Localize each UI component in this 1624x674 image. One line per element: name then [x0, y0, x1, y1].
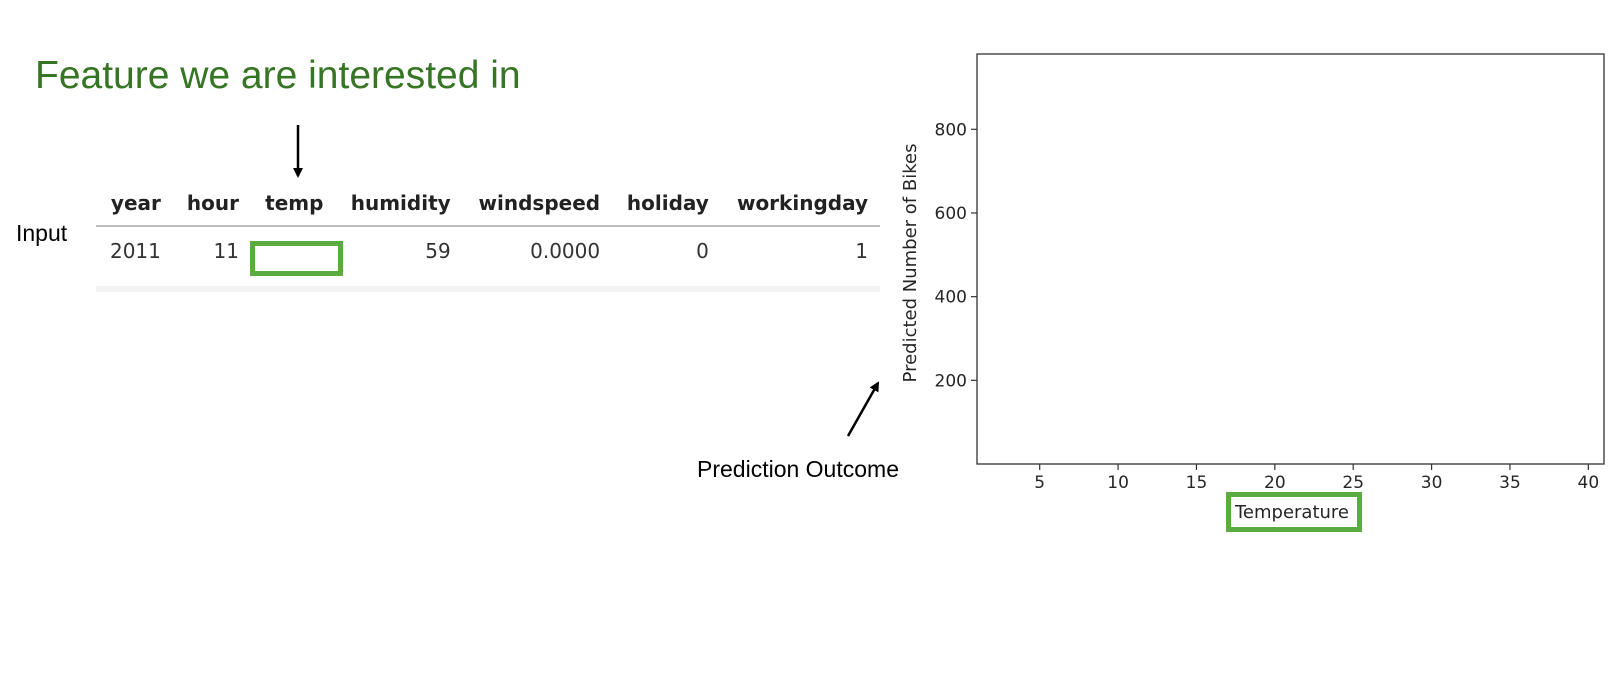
table-row: 2011 11 59 0.0000 0 1	[96, 226, 880, 277]
x-tick-label: 20	[1264, 473, 1286, 493]
x-tick-label: 15	[1186, 473, 1208, 493]
x-axis: 5 10 15 20 25 30 35 40	[1034, 464, 1599, 493]
x-tick-label: 10	[1107, 473, 1129, 493]
table-header-row: year hour temp humidity windspeed holida…	[96, 185, 880, 227]
cell-year: 2011	[109, 239, 161, 263]
plot-area	[976, 53, 1605, 465]
x-tick-label: 30	[1421, 473, 1443, 493]
y-axis-title: Predicted Number of Bikes	[900, 144, 921, 383]
x-tick-label: 35	[1499, 473, 1521, 493]
x-tick-label: 5	[1034, 473, 1045, 493]
prediction-outcome-label: Prediction Outcome	[697, 456, 899, 482]
y-tick-label: 400	[935, 288, 967, 308]
col-header-humidity: humidity	[335, 185, 463, 227]
y-tick-label: 800	[935, 120, 967, 140]
cell-windspeed: 0.0000	[530, 239, 601, 263]
temp-highlight-box	[250, 241, 343, 276]
cell-humidity: 59	[425, 239, 451, 263]
chart: 5 10 15 20 25 30 35 40 200 400 600 800 Temperature…	[900, 53, 1605, 523]
col-header-hour: hour	[172, 185, 251, 227]
y-tick-label: 600	[935, 204, 967, 224]
y-tick-label: 200	[935, 371, 967, 391]
input-label: Input	[16, 220, 68, 246]
table-row-shade	[96, 286, 880, 292]
cell-workingday: 1	[855, 239, 868, 263]
xlabel-highlight-box	[1226, 492, 1362, 532]
col-header-holiday: holiday	[612, 185, 721, 227]
heading: Feature we are interested in	[35, 54, 521, 97]
input-table: year hour temp humidity windspeed holida…	[96, 185, 880, 277]
x-tick-label: 40	[1578, 473, 1600, 493]
y-axis: 200 400 600 800	[935, 120, 977, 391]
col-header-year: year	[96, 185, 173, 227]
col-header-temp: temp	[251, 185, 336, 227]
col-header-workingday: workingday	[720, 185, 880, 227]
outcome-arrow	[846, 381, 880, 437]
col-header-windspeed: windspeed	[462, 185, 613, 227]
cell-holiday: 0	[696, 239, 709, 263]
x-tick-label: 25	[1342, 473, 1364, 493]
x-axis-title: Temperature	[1234, 502, 1349, 523]
cell-hour: 11	[213, 239, 239, 263]
